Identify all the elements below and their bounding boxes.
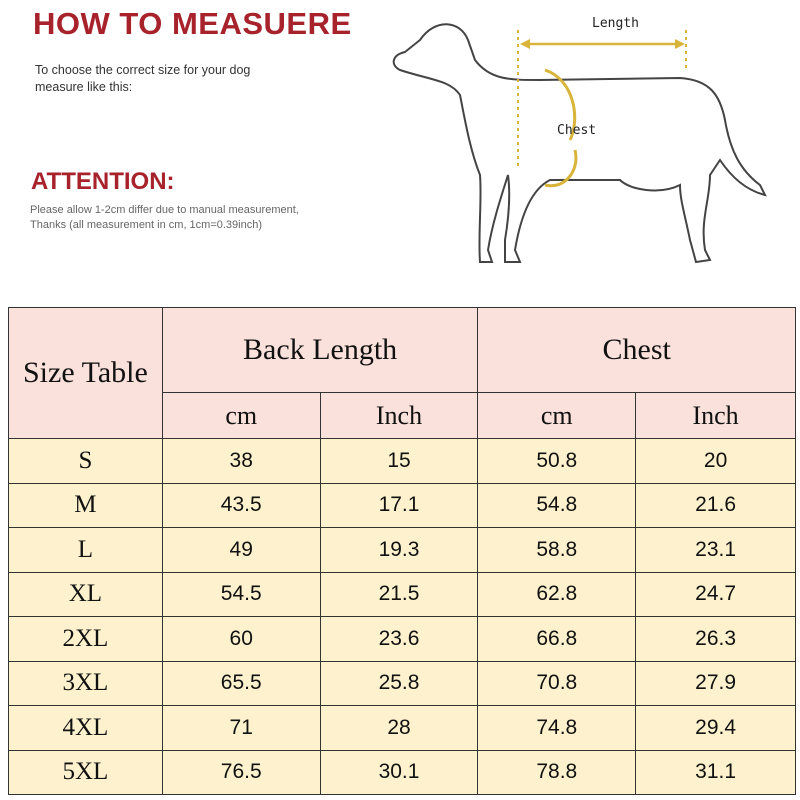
value-cell: 17.1: [319, 482, 479, 528]
attention-note: Please allow 1-2cm differ due to manual …: [30, 203, 410, 233]
value-cell: 70.8: [477, 660, 637, 706]
value-cell: 15: [319, 438, 479, 484]
table-row: 2XL 60 23.6 66.8 26.3: [8, 616, 796, 662]
value-cell: 54.5: [161, 571, 321, 617]
unit-header: cm: [477, 392, 637, 439]
value-cell: 21.6: [635, 482, 796, 528]
unit-header: cm: [161, 392, 321, 439]
value-cell: 19.3: [319, 527, 479, 573]
value-cell: 66.8: [477, 616, 637, 662]
size-table-corner: Size Table: [8, 307, 163, 439]
table-row: 4XL 71 28 74.8 29.4: [8, 705, 796, 751]
value-cell: 58.8: [477, 527, 637, 573]
dog-outline: [392, 23, 767, 264]
chest-arrow-icon: [544, 68, 578, 188]
size-cell: 4XL: [8, 705, 163, 751]
attention-title: ATTENTION:: [31, 168, 175, 195]
value-cell: 78.8: [477, 749, 637, 795]
value-cell: 25.8: [319, 660, 479, 706]
table-row: 5XL 76.5 30.1 78.8 31.1: [8, 749, 796, 795]
size-cell: L: [8, 527, 163, 573]
table-row: XL 54.5 21.5 62.8 24.7: [8, 571, 796, 617]
table-row: S 38 15 50.8 20: [8, 438, 796, 484]
value-cell: 71: [161, 705, 321, 751]
value-cell: 43.5: [161, 482, 321, 528]
value-cell: 26.3: [635, 616, 796, 662]
value-cell: 30.1: [319, 749, 479, 795]
table-row: 3XL 65.5 25.8 70.8 27.9: [8, 660, 796, 706]
value-cell: 20: [635, 438, 796, 484]
unit-header: Inch: [319, 392, 479, 439]
value-cell: 24.7: [635, 571, 796, 617]
size-cell: 3XL: [8, 660, 163, 706]
length-label: Length: [592, 16, 639, 31]
size-cell: XL: [8, 571, 163, 617]
intro-text: To choose the correct size for your dog …: [35, 63, 251, 94]
back-length-header: Back Length: [161, 307, 479, 393]
attention-line: Thanks (all measurement in cm, 1cm=0.39i…: [30, 219, 263, 231]
attention-line: Please allow 1-2cm differ due to manual …: [30, 204, 299, 216]
size-cell: 5XL: [8, 749, 163, 795]
value-cell: 29.4: [635, 705, 796, 751]
table-row: M 43.5 17.1 54.8 21.6: [8, 482, 796, 528]
value-cell: 49: [161, 527, 321, 573]
value-cell: 76.5: [161, 749, 321, 795]
value-cell: 23.6: [319, 616, 479, 662]
unit-header: Inch: [635, 392, 796, 439]
page-title: HOW TO MEASUERE: [33, 6, 352, 41]
dog-measurement-diagram: Length Chest: [392, 16, 767, 264]
value-cell: 38: [161, 438, 321, 484]
size-cell: M: [8, 482, 163, 528]
size-cell: 2XL: [8, 616, 163, 662]
value-cell: 21.5: [319, 571, 479, 617]
value-cell: 54.8: [477, 482, 637, 528]
chest-label: Chest: [557, 123, 596, 138]
value-cell: 27.9: [635, 660, 796, 706]
table-row: L 49 19.3 58.8 23.1: [8, 527, 796, 573]
value-cell: 31.1: [635, 749, 796, 795]
value-cell: 62.8: [477, 571, 637, 617]
size-cell: S: [8, 438, 163, 484]
value-cell: 50.8: [477, 438, 637, 484]
value-cell: 28: [319, 705, 479, 751]
value-cell: 65.5: [161, 660, 321, 706]
value-cell: 74.8: [477, 705, 637, 751]
size-table: Size Table Back Length Chest cm Inch cm …: [8, 307, 796, 795]
value-cell: 23.1: [635, 527, 796, 573]
chest-header: Chest: [477, 307, 796, 393]
value-cell: 60: [161, 616, 321, 662]
